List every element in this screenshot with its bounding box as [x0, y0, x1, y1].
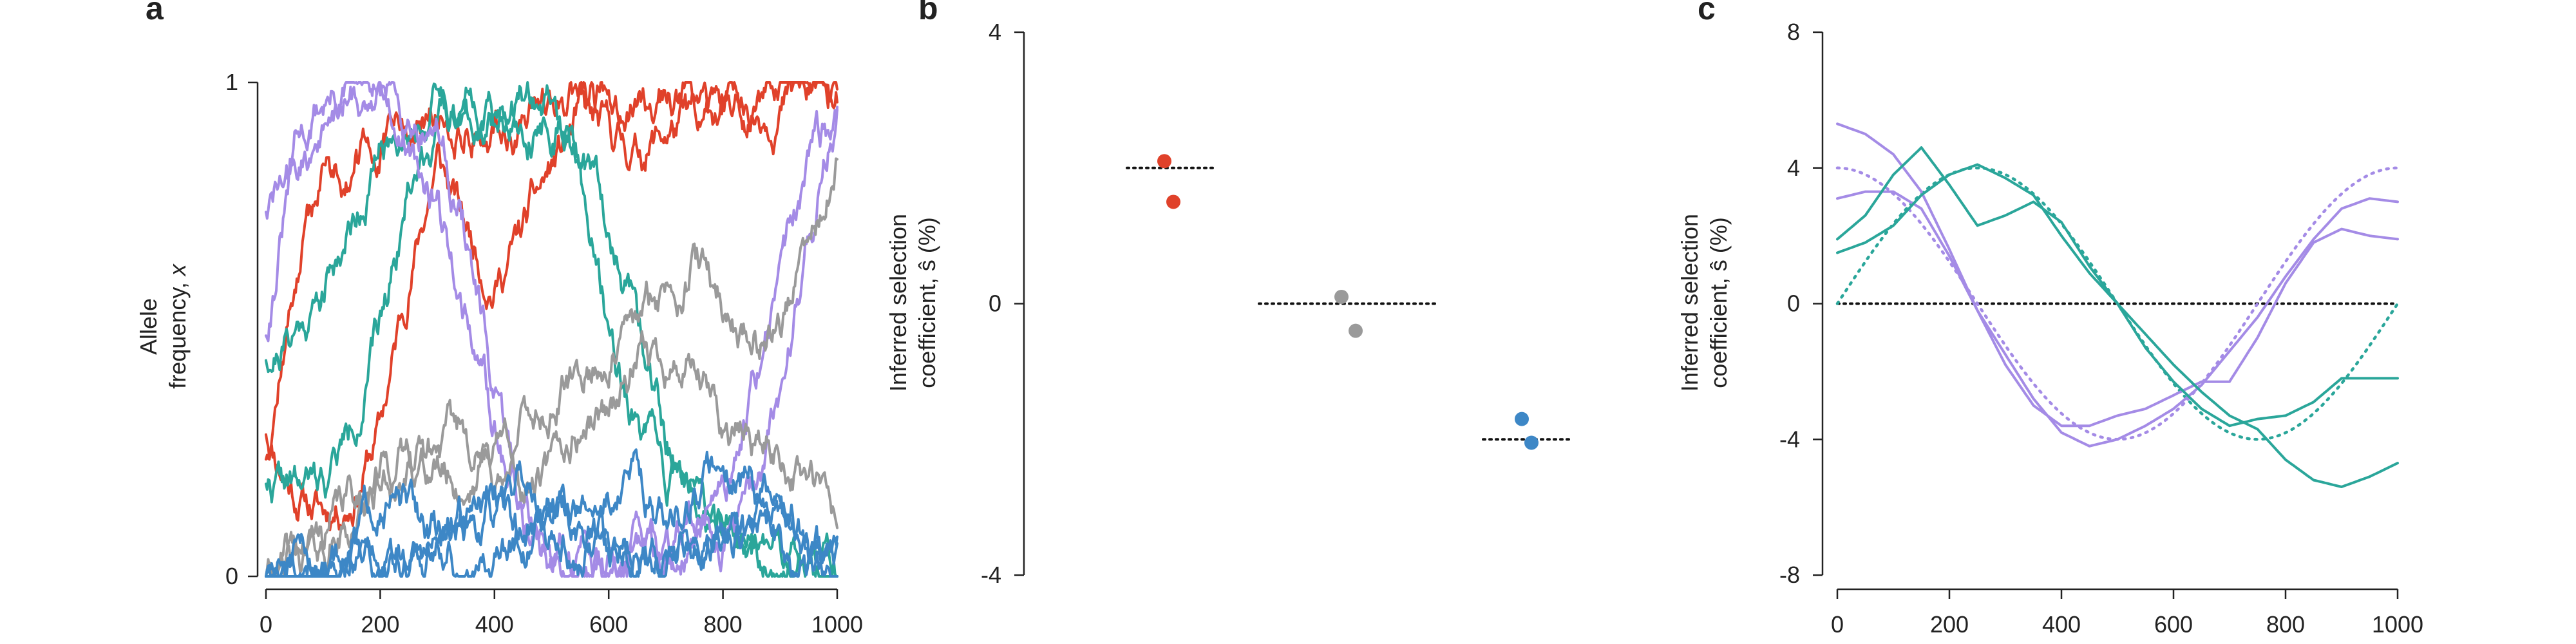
trajectory-purple-5 [265, 81, 838, 578]
panel-b-ylabel-line1: Inferred selection [885, 214, 911, 392]
panel-c-x-tick-label: 400 [2042, 611, 2081, 638]
panel-c-time-varying-selection: Inferred selection coefficient, ŝ (%) 8 4… [1676, 19, 2423, 638]
panel-b-point-gray [1349, 323, 1363, 338]
trajectory-blue-9 [265, 495, 838, 578]
panel-c-letter: c [1698, 0, 1716, 26]
panel-a-letter: a [146, 0, 164, 26]
panel-a-allele-frequency-chart: Allele frequency, x 0 1 0 200 400 600 800 1000 [135, 69, 863, 638]
trajectory-teal-3 [265, 95, 838, 578]
panel-c-x-tick-label: 1000 [2372, 611, 2423, 638]
panel-c-x-tick-label: 0 [1831, 611, 1844, 638]
panel-b-y-tick-label: 4 [989, 19, 1001, 45]
trajectory-red-1 [265, 81, 838, 461]
trajectory-red-0 [265, 81, 838, 531]
panel-c-y-tick-label: 8 [1787, 19, 1800, 45]
panel-a-ylabel-line2: frequency, x [164, 263, 191, 388]
panel-a-x-tick-label: 1000 [811, 611, 863, 638]
panel-a-ylabel-text: frequency, [164, 276, 191, 388]
panel-a-y-tick-label: 0 [225, 563, 238, 589]
panel-c-y-tick-label: -8 [1779, 562, 1800, 588]
panel-c-inferred-purple-0 [1836, 122, 2399, 448]
panel-a-ylabel-variable: x [164, 263, 191, 277]
panel-b-point-gray [1334, 289, 1349, 304]
panel-c-y-tick-label: -4 [1779, 426, 1800, 452]
panel-a-x-tick-label: 400 [475, 611, 514, 638]
trajectory-gray-7 [265, 330, 838, 578]
panel-c-inferred-teal-3 [1836, 146, 2399, 428]
panel-b-point-red [1166, 194, 1180, 209]
panel-a-x-tick-label: 200 [361, 611, 399, 638]
panel-a-x-tick-label: 800 [704, 611, 743, 638]
trajectory-blue-8 [265, 448, 838, 578]
panel-c-x-tick-label: 600 [2154, 611, 2193, 638]
trajectory-purple-4 [265, 81, 838, 578]
panel-a-ylabel-line1: Allele [135, 298, 162, 355]
panel-b-point-blue [1524, 435, 1539, 450]
panel-a-y-tick-label: 1 [225, 69, 238, 95]
panel-b-ylabel-line2: coefficient, ŝ (%) [914, 217, 940, 388]
panel-b-selection-scatter: Inferred selection coefficient, ŝ (%) 4 0… [885, 19, 1573, 588]
panel-b-point-blue [1515, 412, 1529, 426]
panel-c-ylabel-line1: Inferred selection [1676, 214, 1703, 392]
panel-b-point-red [1157, 154, 1171, 169]
panel-c-x-tick-label: 800 [2266, 611, 2305, 638]
panel-a-x-tick-label: 600 [589, 611, 628, 638]
panel-b-y-tick-label: 0 [989, 290, 1001, 317]
panel-c-inferred-purple-1 [1836, 190, 2399, 428]
panel-c-ylabel-line2: coefficient, ŝ (%) [1705, 217, 1732, 388]
panel-c-x-tick-label: 200 [1930, 611, 1969, 638]
trajectory-blue-10 [265, 485, 838, 578]
panel-b-letter: b [918, 0, 938, 26]
panel-c-y-tick-label: 0 [1787, 290, 1800, 317]
panel-a-x-tick-label: 0 [260, 611, 272, 638]
panel-b-y-tick-label: -4 [981, 562, 1001, 588]
panel-c-y-tick-label: 4 [1787, 155, 1800, 181]
